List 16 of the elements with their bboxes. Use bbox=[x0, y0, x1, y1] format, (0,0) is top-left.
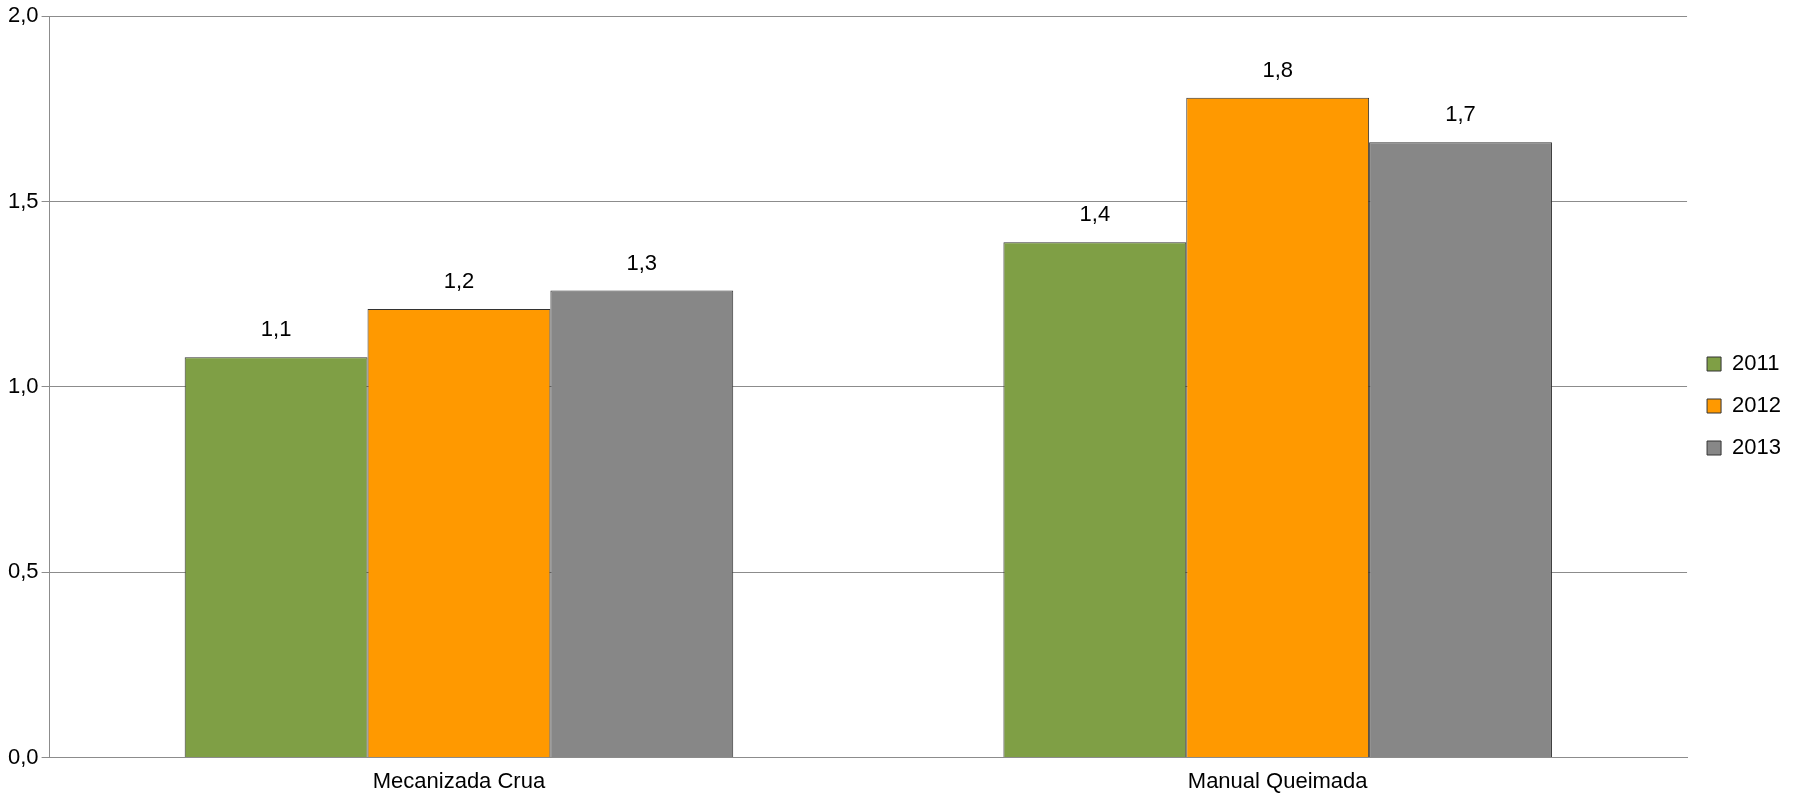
legend-label: 2013 bbox=[1732, 434, 1782, 460]
legend-label: 2011 bbox=[1732, 350, 1780, 376]
data-label: 1,4 bbox=[1079, 201, 1111, 227]
x-tick-label: Manual Queimada bbox=[1187, 767, 1369, 793]
data-label: 1,1 bbox=[260, 316, 292, 342]
y-tick-label: 0,5 bbox=[7, 558, 39, 584]
data-label: 1,8 bbox=[1262, 56, 1293, 82]
data-label: 1,7 bbox=[1445, 101, 1476, 127]
y-tick-label: 1,0 bbox=[7, 372, 39, 398]
y-tick-label: 1,5 bbox=[7, 187, 39, 213]
data-label: 1,2 bbox=[443, 268, 475, 294]
legend-label: 2012 bbox=[1732, 392, 1782, 418]
y-tick-label: 0,0 bbox=[7, 743, 39, 769]
y-tick-label: 2,0 bbox=[7, 2, 39, 28]
data-label: 1,3 bbox=[626, 249, 658, 275]
x-tick-label: Mecanizada Crua bbox=[372, 767, 546, 793]
